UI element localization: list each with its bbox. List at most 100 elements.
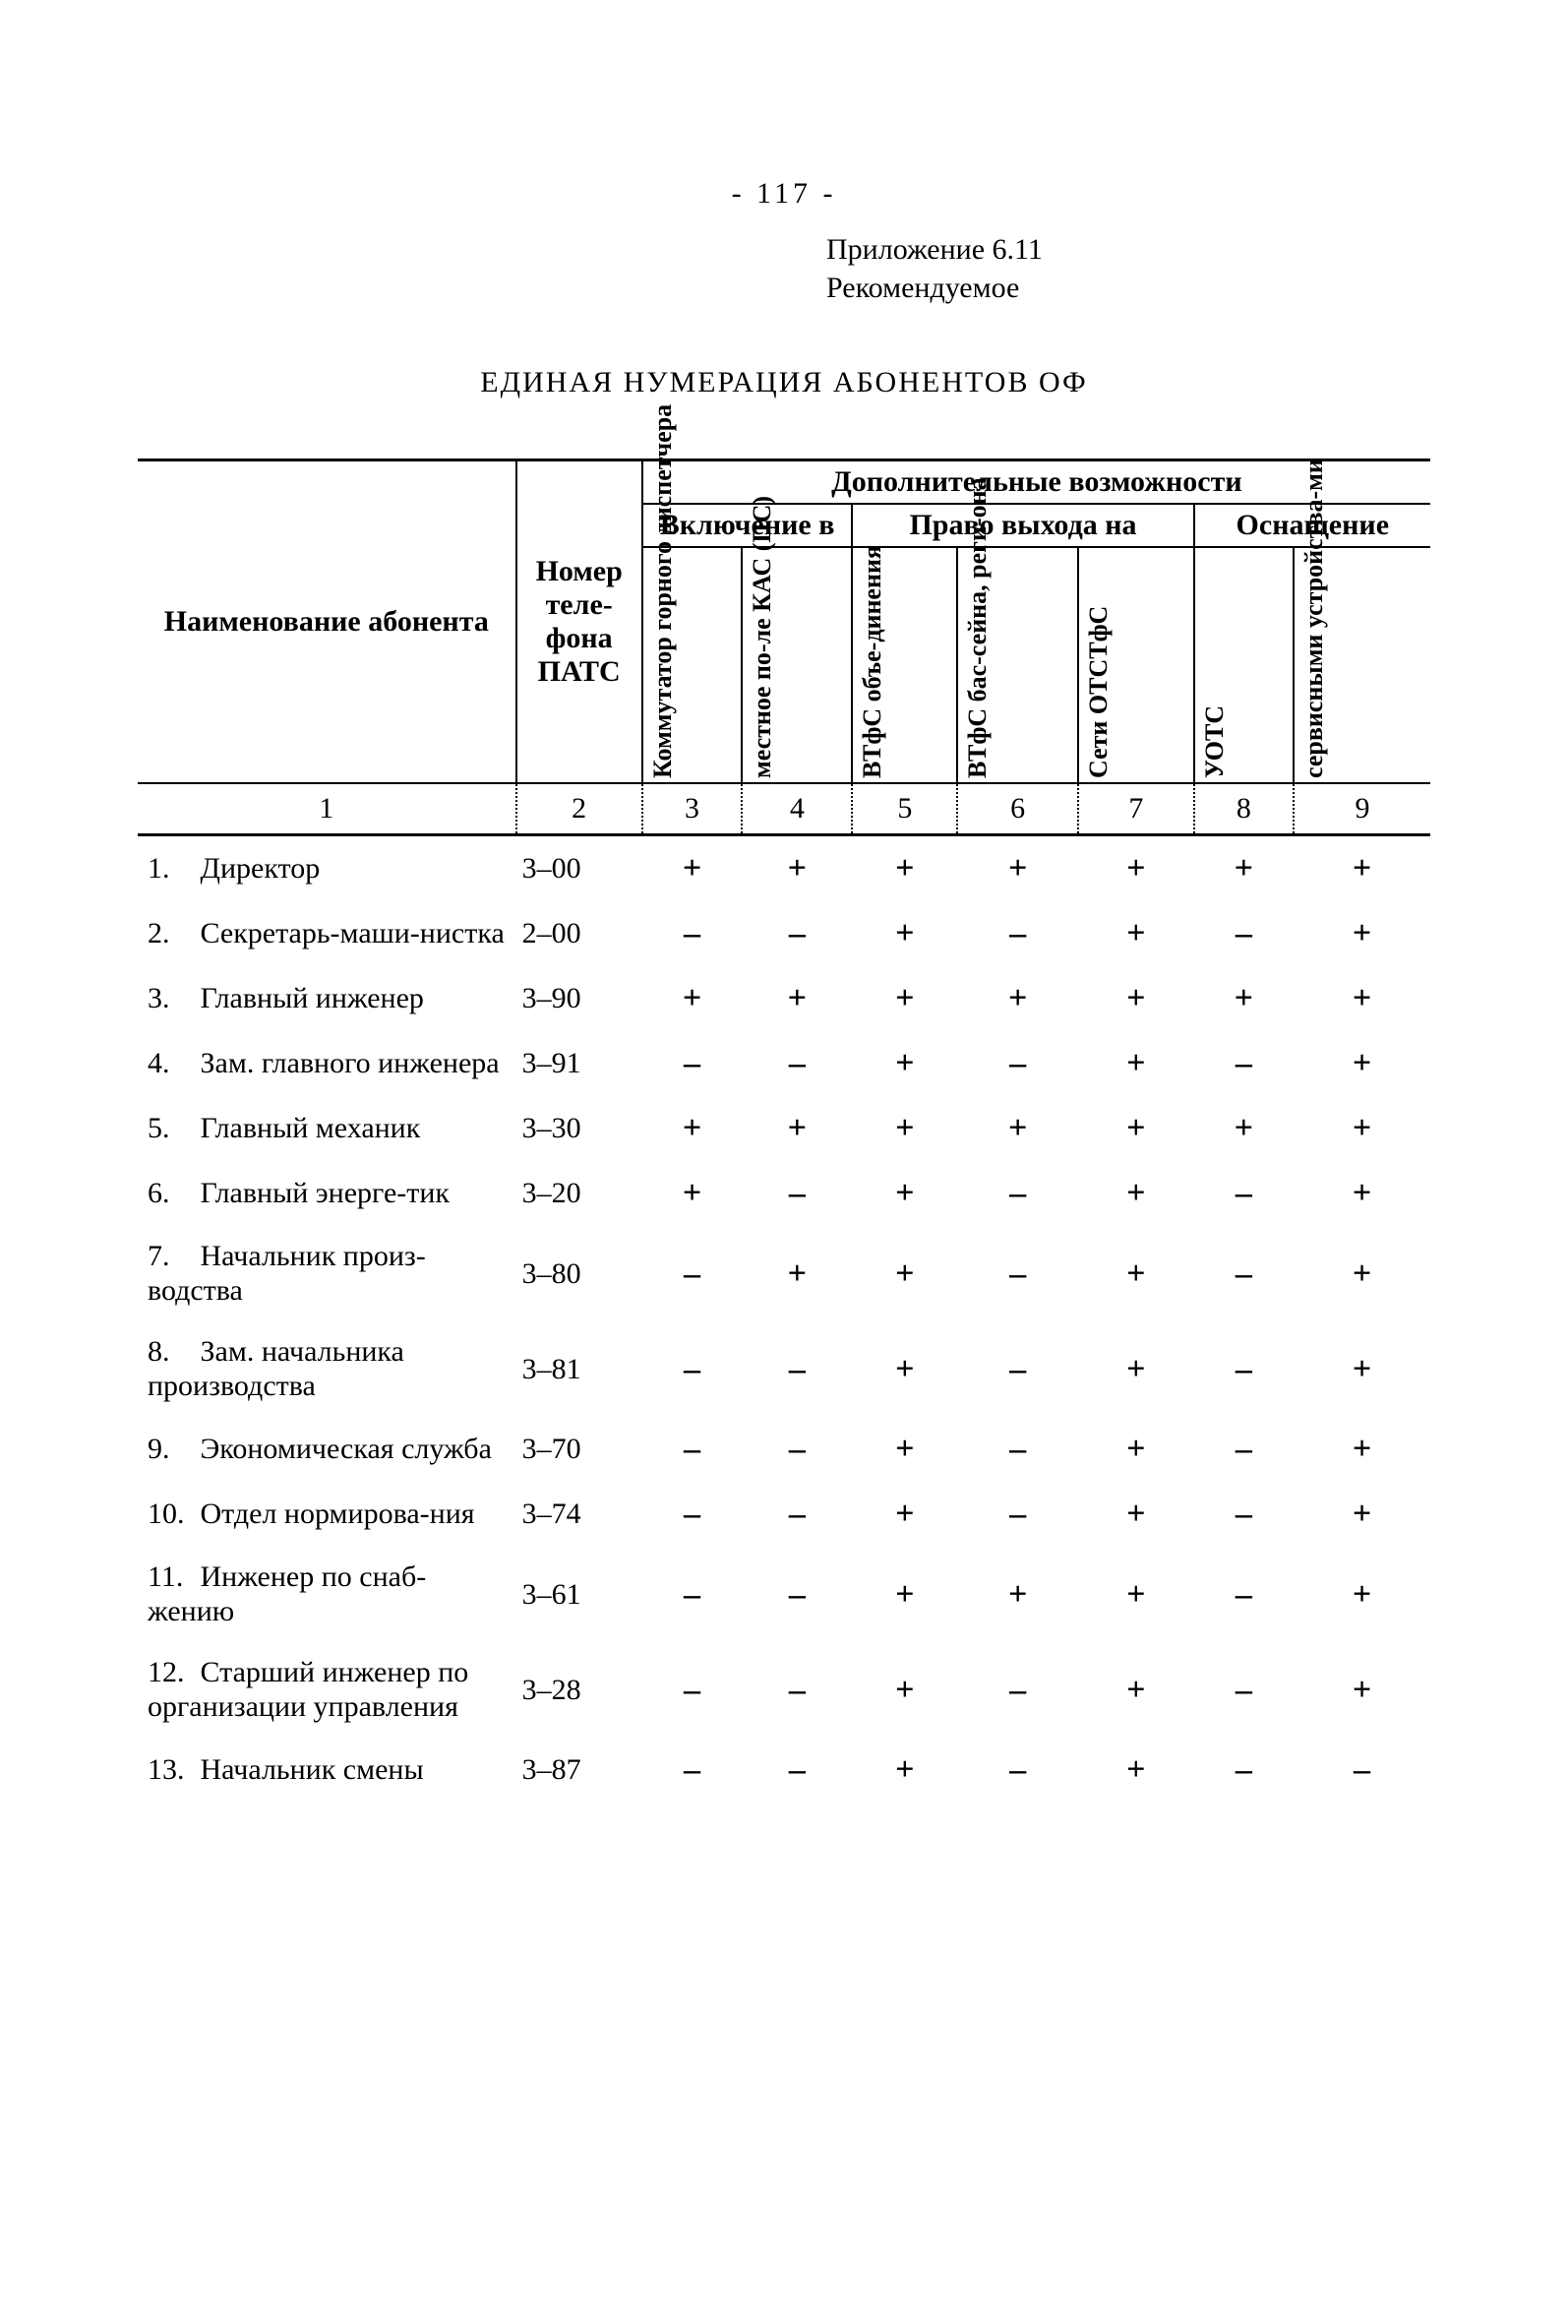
th-col5: ВТфС объе-динения [852,547,957,783]
cell-mark: + [1294,835,1430,902]
cell-mark: + [1078,1031,1194,1096]
cell-mark: – [742,1738,852,1803]
cell-name: 2. Секретарь-маши-нистка [138,901,516,966]
cell-phone: 3–28 [516,1642,642,1738]
th-group-right: Право выхода на [852,504,1193,547]
appendix-block: Приложение 6.11 Рекомендуемое [826,230,1430,307]
cell-mark: + [1078,901,1194,966]
table-row: 1. Директор3–00+++++++ [138,835,1430,902]
cell-mark: – [957,1031,1078,1096]
cell-phone: 3–74 [516,1482,642,1547]
cell-mark: + [957,1547,1078,1642]
cell-mark: – [1194,1547,1294,1642]
cell-mark: + [742,966,852,1031]
cell-mark: – [1194,1031,1294,1096]
cell-phone: 3–81 [516,1321,642,1417]
cell-mark: – [1194,1642,1294,1738]
cell-mark: + [1294,1321,1430,1417]
th-col6: ВТфС бас-сейна, реги-она [957,547,1078,783]
cell-mark: + [1078,1547,1194,1642]
cell-mark: + [1294,966,1430,1031]
th-col8: УОТС [1194,547,1294,783]
cell-mark: + [742,1226,852,1321]
cell-mark: – [1194,1417,1294,1482]
cell-mark: – [742,1642,852,1738]
cell-phone: 3–90 [516,966,642,1031]
cell-mark: + [1194,835,1294,902]
cell-mark: – [642,1226,742,1321]
cell-mark: + [742,835,852,902]
cell-name: 13. Начальник смены [138,1738,516,1803]
cell-mark: – [957,1321,1078,1417]
cell-mark: + [1294,1031,1430,1096]
cell-mark: – [1194,1321,1294,1417]
table-body: 1. Директор3–00+++++++2. Секретарь-маши-… [138,835,1430,1804]
cell-mark: – [957,1642,1078,1738]
document-page: - 117 - Приложение 6.11 Рекомендуемое ЕД… [0,0,1568,2324]
cell-mark: – [1294,1738,1430,1803]
cell-mark: – [957,901,1078,966]
cell-mark: – [957,1161,1078,1226]
cell-mark: + [1294,1096,1430,1161]
cell-name: 8. Зам. начальника производства [138,1321,516,1417]
cell-mark: + [957,835,1078,902]
cell-mark: – [742,1321,852,1417]
cell-mark: – [1194,1226,1294,1321]
cell-mark: + [1294,1547,1430,1642]
cell-mark: – [642,1547,742,1642]
table-row: 4. Зам. главного инженера3–91––+–+–+ [138,1031,1430,1096]
cell-mark: + [1294,1226,1430,1321]
cell-name: 1. Директор [138,835,516,902]
cell-mark: – [957,1417,1078,1482]
cell-mark: + [957,1096,1078,1161]
page-title: ЕДИНАЯ НУМЕРАЦИЯ АБОНЕНТОВ ОФ [138,366,1430,399]
cell-mark: – [957,1226,1078,1321]
cell-mark: – [742,1547,852,1642]
cell-mark: + [852,966,957,1031]
cell-mark: + [642,1161,742,1226]
cell-mark: + [852,1417,957,1482]
colnum-8: 8 [1194,783,1294,835]
cell-mark: – [957,1738,1078,1803]
cell-name: 5. Главный механик [138,1096,516,1161]
cell-phone: 3–30 [516,1096,642,1161]
cell-mark: + [852,1226,957,1321]
colnum-9: 9 [1294,783,1430,835]
cell-mark: – [642,1738,742,1803]
cell-mark: – [1194,1161,1294,1226]
cell-mark: – [742,1161,852,1226]
table-row: 5. Главный механик3–30+++++++ [138,1096,1430,1161]
cell-mark: – [642,901,742,966]
cell-phone: 3–61 [516,1547,642,1642]
cell-name: 7. Начальник произ-водства [138,1226,516,1321]
cell-mark: – [642,1482,742,1547]
cell-mark: + [1078,1096,1194,1161]
cell-mark: – [742,1031,852,1096]
appendix-line-1: Приложение 6.11 [826,230,1430,269]
cell-mark: + [852,1321,957,1417]
table-row: 3. Главный инженер3–90+++++++ [138,966,1430,1031]
cell-mark: + [1294,1482,1430,1547]
cell-mark: + [1294,1161,1430,1226]
colnum-4: 4 [742,783,852,835]
table-row: 6. Главный энерге-тик3–20+–+–+–+ [138,1161,1430,1226]
cell-name: 6. Главный энерге-тик [138,1161,516,1226]
cell-mark: + [1294,1417,1430,1482]
subscriber-table: Наименование абонента Номер теле-фона ПА… [138,459,1430,1803]
cell-name: 12. Старший инженер по организации управ… [138,1642,516,1738]
cell-mark: + [957,966,1078,1031]
table-row: 13. Начальник смены3–87––+–+–– [138,1738,1430,1803]
cell-mark: + [642,835,742,902]
cell-mark: + [1078,1482,1194,1547]
th-col7: Сети ОТСТфС [1078,547,1194,783]
colnum-2: 2 [516,783,642,835]
cell-mark: + [642,966,742,1031]
table-row: 11. Инженер по снаб-жению3–61––+++–+ [138,1547,1430,1642]
cell-mark: + [1194,1096,1294,1161]
cell-phone: 3–80 [516,1226,642,1321]
colnum-1: 1 [138,783,516,835]
cell-mark: + [1078,1738,1194,1803]
table-row: 8. Зам. начальника производства3–81––+–+… [138,1321,1430,1417]
th-col9: сервисными устройства-ми [1294,547,1430,783]
cell-mark: + [742,1096,852,1161]
